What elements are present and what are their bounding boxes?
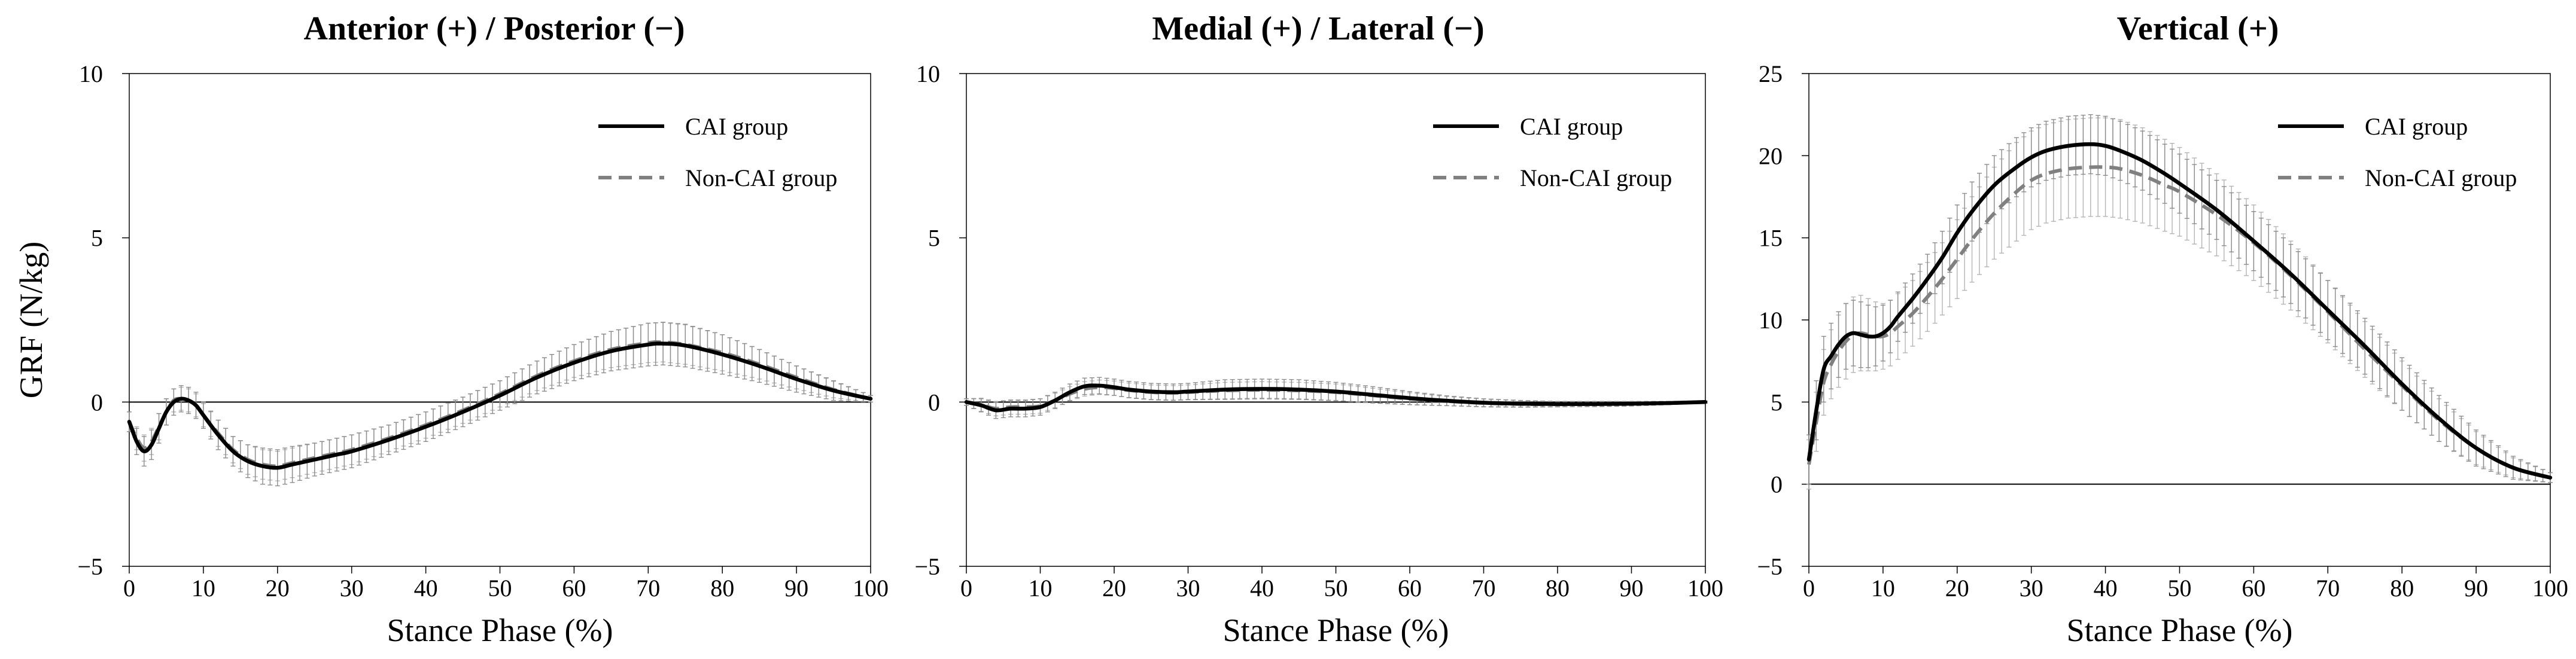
x-tick-label: 30 [340,575,364,602]
legend-label: Non-CAI group [1520,164,1672,191]
x-tick-label: 30 [2020,575,2043,602]
x-tick-label: 10 [1871,575,1895,602]
x-tick-label: 60 [562,575,586,602]
y-axis-label: GRF (N/kg) [13,242,49,399]
x-tick-label: 20 [1102,575,1126,602]
legend: CAI group Non-CAI group [598,113,837,191]
y-tick-label: 0 [928,389,940,416]
x-axis-label: Stance Phase (%) [1223,612,1449,648]
x-tick-label: 80 [710,575,734,602]
x-tick-label: 40 [2094,575,2118,602]
x-tick-label: 0 [123,575,135,602]
series-line-cai [964,383,1708,413]
x-tick-label: 40 [414,575,438,602]
chart-title: Anterior (+) / Posterior (−) [303,10,685,47]
x-tick-label: 100 [853,575,889,602]
x-tick-label: 10 [191,575,215,602]
x-tick-label: 90 [2464,575,2488,602]
y-tick-label: 15 [1759,225,1783,252]
plot-frame [129,73,871,567]
legend-label: Non-CAI group [685,164,837,191]
x-tick-label: 100 [1687,575,1723,602]
x-tick-label: 50 [2168,575,2192,602]
chart-title: Medial (+) / Lateral (−) [1152,10,1484,47]
chart-panel-1: Anterior (+) / Posterior (−)0 10 20 30 40 50 6… [13,10,889,648]
chart-title: Vertical (+) [2117,10,2279,47]
x-tick-label: 100 [2532,575,2568,602]
x-tick-label: 70 [1472,575,1496,602]
y-tick-label: 10 [916,60,940,87]
plot-frame [966,73,1706,567]
chart-panel-3: Vertical (+) 0 10 20 30 40 50 60 70 80 90 100 −5 0 5 10… [1757,10,2568,648]
legend: CAI group Non-CAI group [1433,113,1672,191]
y-tick-label: 5 [91,225,103,252]
x-tick-label: 80 [2390,575,2414,602]
y-tick-label: −5 [77,553,103,580]
legend: CAI group Non-CAI group [2278,113,2517,191]
x-axis-label: Stance Phase (%) [2067,612,2293,648]
x-tick-label: 50 [488,575,512,602]
error-bars-cai [127,322,873,487]
x-tick-label: 10 [1029,575,1053,602]
y-tick-label: 20 [1759,142,1783,169]
y-tick-label: 5 [1771,389,1783,416]
y-tick-label: 25 [1759,60,1783,87]
x-tick-label: 20 [266,575,290,602]
y-tick-label: −5 [1757,553,1783,580]
x-tick-label: 40 [1250,575,1274,602]
series-line-cai [127,341,873,470]
x-tick-label: 0 [1803,575,1815,602]
legend-label: CAI group [1520,113,1623,140]
x-tick-label: 70 [636,575,660,602]
x-tick-label: 90 [784,575,808,602]
x-tick-label: 30 [1176,575,1200,602]
y-tick-label: 0 [1771,471,1783,498]
x-tick-label: 0 [960,575,972,602]
x-tick-label: 50 [1324,575,1348,602]
y-tick-label: 5 [928,225,940,252]
y-tick-label: 10 [1759,307,1783,334]
error-bars-cai [964,377,1708,419]
x-tick-label: 60 [2242,575,2265,602]
series-line-cai [1806,142,2553,480]
y-tick-label: −5 [914,553,940,580]
legend-label: CAI group [685,113,788,140]
x-tick-label: 20 [1945,575,1969,602]
x-tick-label: 90 [1620,575,1644,602]
y-tick-label: 0 [91,389,103,416]
x-tick-label: 80 [1546,575,1570,602]
x-axis-label: Stance Phase (%) [387,612,613,648]
x-tick-label: 60 [1398,575,1422,602]
legend-label: Non-CAI group [2365,164,2517,191]
x-tick-label: 70 [2316,575,2340,602]
legend-label: CAI group [2365,113,2468,140]
chart-panel-2: Medial (+) / Lateral (−)0 10 20 30 40 50 60 70 8… [914,10,1723,648]
y-tick-label: 10 [79,60,103,87]
